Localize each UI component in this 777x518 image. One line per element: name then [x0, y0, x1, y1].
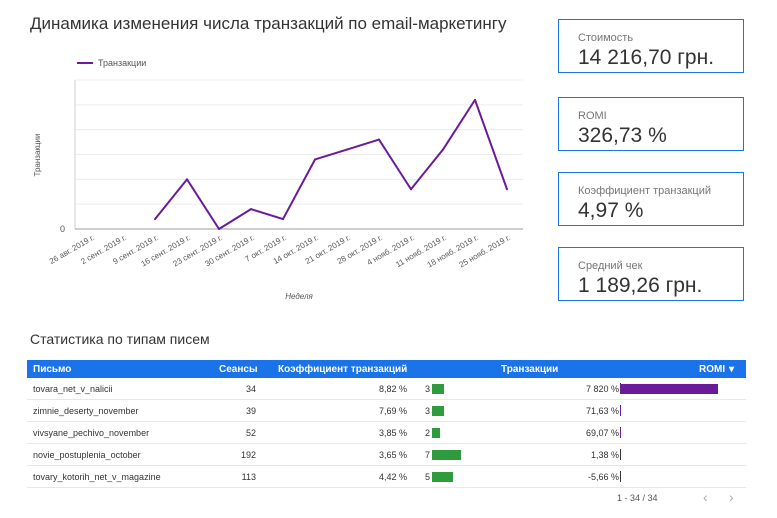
cell-sessions: 52 [245, 428, 256, 438]
kpi-card-conversion-rate[interactable]: Коэффициент транзакций 4,97 % [558, 172, 744, 226]
column-header-romi[interactable]: ROMI [699, 364, 726, 375]
transactions-bar [432, 384, 445, 394]
column-header-sessions[interactable]: Сеансы [219, 364, 258, 375]
cell-transactions: 3 [425, 384, 431, 394]
kpi-value: 326,73 % [578, 124, 667, 147]
table-row[interactable]: zimnie_deserty_november 39 7,69 % 3 71,63 % [27, 400, 746, 422]
column-header-transactions[interactable]: Транзакции [501, 364, 559, 375]
kpi-value: 1 189,26 грн. [578, 274, 703, 297]
romi-bar-baseline [620, 449, 621, 460]
sort-desc-icon[interactable]: ▾ [729, 364, 735, 375]
transactions-bar [432, 406, 445, 416]
table-row[interactable]: tovara_net_v_nalicii 34 8,82 % 3 7 820 % [27, 378, 746, 400]
prev-page-icon[interactable]: ‹ [703, 489, 708, 505]
kpi-label: Стоимость [578, 32, 634, 44]
data-point [186, 178, 188, 181]
romi-bar [620, 406, 621, 416]
cell-conversion-rate: 7,69 % [378, 406, 407, 416]
romi-bar [620, 384, 718, 394]
data-point [282, 218, 284, 221]
kpi-card-romi[interactable]: ROMI 326,73 % [558, 97, 744, 151]
cell-conversion-rate: 4,42 % [378, 472, 407, 482]
data-point [474, 98, 476, 101]
kpi-label: ROMI [578, 110, 607, 122]
column-header-letter[interactable]: Письмо [33, 364, 72, 375]
data-point [154, 218, 156, 221]
cell-transactions: 2 [425, 428, 431, 438]
romi-bar [620, 428, 621, 438]
cell-romi: 71,63 % [585, 406, 619, 416]
cell-letter: zimnie_deserty_november [33, 406, 139, 416]
data-point [442, 148, 444, 151]
next-page-icon[interactable]: › [729, 489, 734, 505]
cell-romi: -5,66 % [587, 472, 619, 482]
cell-transactions: 3 [425, 406, 431, 416]
cell-sessions: 113 [241, 472, 256, 482]
cell-transactions: 7 [425, 450, 431, 460]
kpi-card-average-check[interactable]: Средний чек 1 189,26 грн. [558, 247, 744, 301]
y-tick-label: 0 [60, 224, 65, 234]
data-point [410, 188, 412, 191]
transactions-bar [432, 472, 453, 482]
cell-letter: novie_postuplenia_october [33, 450, 141, 460]
data-point [218, 228, 220, 230]
table-body: tovara_net_v_nalicii 34 8,82 % 3 7 820 % zimn… [27, 378, 746, 488]
cell-letter: vivsyane_pechivo_november [33, 428, 150, 438]
kpi-value: 4,97 % [578, 199, 644, 222]
cell-romi: 7 820 % [585, 384, 619, 394]
table-row[interactable]: vivsyane_pechivo_november 52 3,85 % 2 69,07 … [27, 422, 746, 444]
data-point [250, 208, 252, 211]
kpi-value: 14 216,70 грн. [578, 46, 715, 69]
cell-conversion-rate: 8,82 % [378, 384, 407, 394]
romi-bar-baseline [620, 471, 621, 482]
cell-sessions: 39 [245, 406, 256, 416]
pagination-label: 1 - 34 / 34 [617, 493, 658, 503]
kpi-label: Коэффициент транзакций [578, 185, 712, 197]
y-axis-label: Транзакции [33, 134, 42, 177]
kpi-label: Средний чек [578, 260, 643, 272]
data-point [314, 158, 316, 161]
transactions-bar [432, 450, 461, 460]
cell-letter: tovary_kotorih_net_v_magazine [33, 472, 161, 482]
cell-romi: 69,07 % [585, 428, 619, 438]
chart-title: Динамика изменения числа транзакций по e… [30, 14, 507, 33]
cell-conversion-rate: 3,65 % [378, 450, 407, 460]
email-stats-table: Письмо Сеансы Коэффициент транзакций Тра… [27, 360, 746, 488]
transactions-bar [432, 428, 441, 438]
cell-transactions: 5 [425, 472, 431, 482]
table-title: Статистика по типам писем [30, 331, 210, 347]
series-line-transactions [154, 98, 508, 230]
data-point [378, 138, 380, 141]
legend-label: Транзакции [98, 58, 146, 68]
cell-romi: 1,38 % [590, 450, 619, 460]
cell-letter: tovara_net_v_nalicii [33, 384, 113, 394]
cell-sessions: 34 [245, 384, 256, 394]
kpi-card-cost[interactable]: Стоимость 14 216,70 грн. [558, 19, 744, 73]
table-row[interactable]: tovary_kotorih_net_v_magazine 113 4,42 % 5 -… [27, 466, 746, 488]
table-header: Письмо Сеансы Коэффициент транзакций Тра… [27, 360, 746, 378]
x-axis-label: Неделя [285, 292, 313, 301]
cell-conversion-rate: 3,85 % [378, 428, 407, 438]
column-header-conversion-rate[interactable]: Коэффициент транзакций [278, 364, 408, 375]
table-row[interactable]: novie_postuplenia_october 192 3,65 % 7 1,38 … [27, 444, 746, 466]
data-point [346, 148, 348, 151]
data-point [506, 188, 508, 191]
cell-sessions: 192 [240, 450, 256, 460]
